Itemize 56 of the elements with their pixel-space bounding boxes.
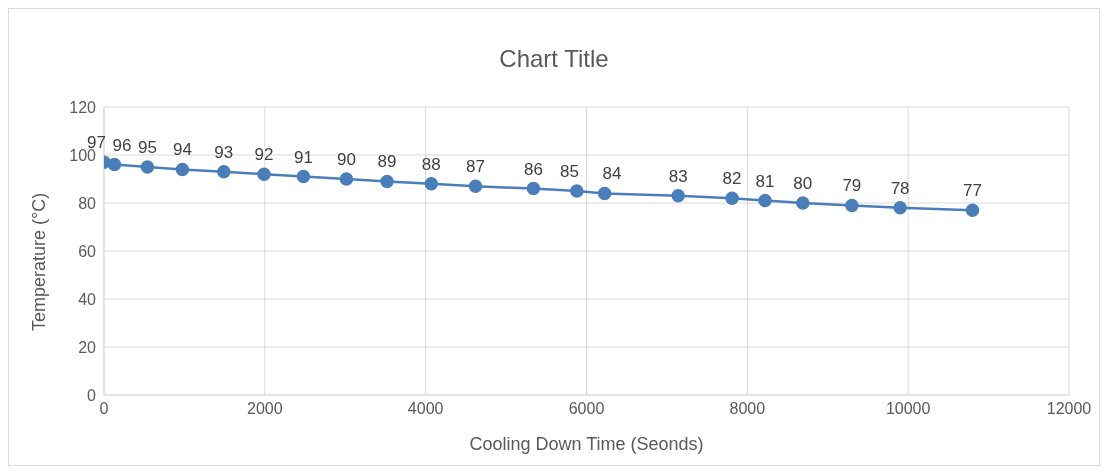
- y-tick-label: 0: [87, 386, 97, 404]
- data-label: 96: [112, 135, 132, 155]
- data-label: 93: [214, 142, 234, 162]
- point: [893, 201, 907, 215]
- point: [140, 160, 155, 174]
- point: [526, 181, 541, 196]
- x-tick-label: 0: [99, 400, 109, 418]
- data-label: 85: [559, 162, 579, 181]
- data-label: 78: [890, 178, 910, 198]
- point: [671, 189, 685, 203]
- point: [597, 186, 612, 201]
- data-label: 90: [337, 150, 356, 169]
- point: [380, 174, 394, 189]
- data-label: 80: [793, 174, 813, 193]
- x-tick-label: 4000: [407, 400, 444, 418]
- point: [107, 157, 122, 172]
- point: [468, 179, 483, 193]
- point: [570, 184, 584, 198]
- x-tick-label: 10000: [885, 400, 931, 418]
- point: [796, 196, 810, 210]
- data-label: 94: [172, 140, 192, 160]
- data-label: 92: [254, 145, 274, 165]
- x-axis-title: Cooling Down Time (Seonds): [469, 434, 704, 454]
- data-label: 83: [668, 166, 688, 186]
- point: [758, 193, 772, 208]
- point: [845, 198, 859, 213]
- data-label: 82: [722, 169, 742, 189]
- y-tick-label: 60: [78, 242, 97, 260]
- x-tick-label: 8000: [729, 400, 766, 418]
- point: [965, 203, 980, 217]
- point: [339, 172, 354, 186]
- point: [175, 162, 190, 177]
- x-tick-label: 12000: [1046, 400, 1092, 418]
- data-label: 77: [963, 181, 982, 201]
- data-label: 79: [842, 176, 862, 196]
- y-axis-title: Temperature (°C): [29, 192, 50, 331]
- data-label: 86: [523, 159, 543, 179]
- data-label: 91: [293, 147, 313, 167]
- chart-title: Chart Title: [498, 45, 610, 74]
- data-label: 88: [421, 154, 441, 174]
- y-tick-label: 80: [78, 194, 97, 212]
- data-label: 95: [137, 138, 157, 157]
- data-label: 87: [466, 157, 485, 177]
- data-label: 84: [602, 164, 622, 184]
- y-tick-label: 120: [69, 98, 97, 116]
- x-tick-label: 2000: [247, 400, 283, 418]
- point: [217, 165, 231, 179]
- point: [424, 177, 439, 191]
- data-label: 89: [377, 152, 397, 172]
- data-label: 81: [755, 171, 775, 191]
- x-tick-label: 6000: [568, 400, 605, 418]
- point: [257, 167, 271, 181]
- point: [296, 169, 311, 184]
- y-tick-label: 40: [78, 290, 97, 308]
- point: [725, 191, 739, 205]
- y-tick-label: 20: [78, 338, 97, 356]
